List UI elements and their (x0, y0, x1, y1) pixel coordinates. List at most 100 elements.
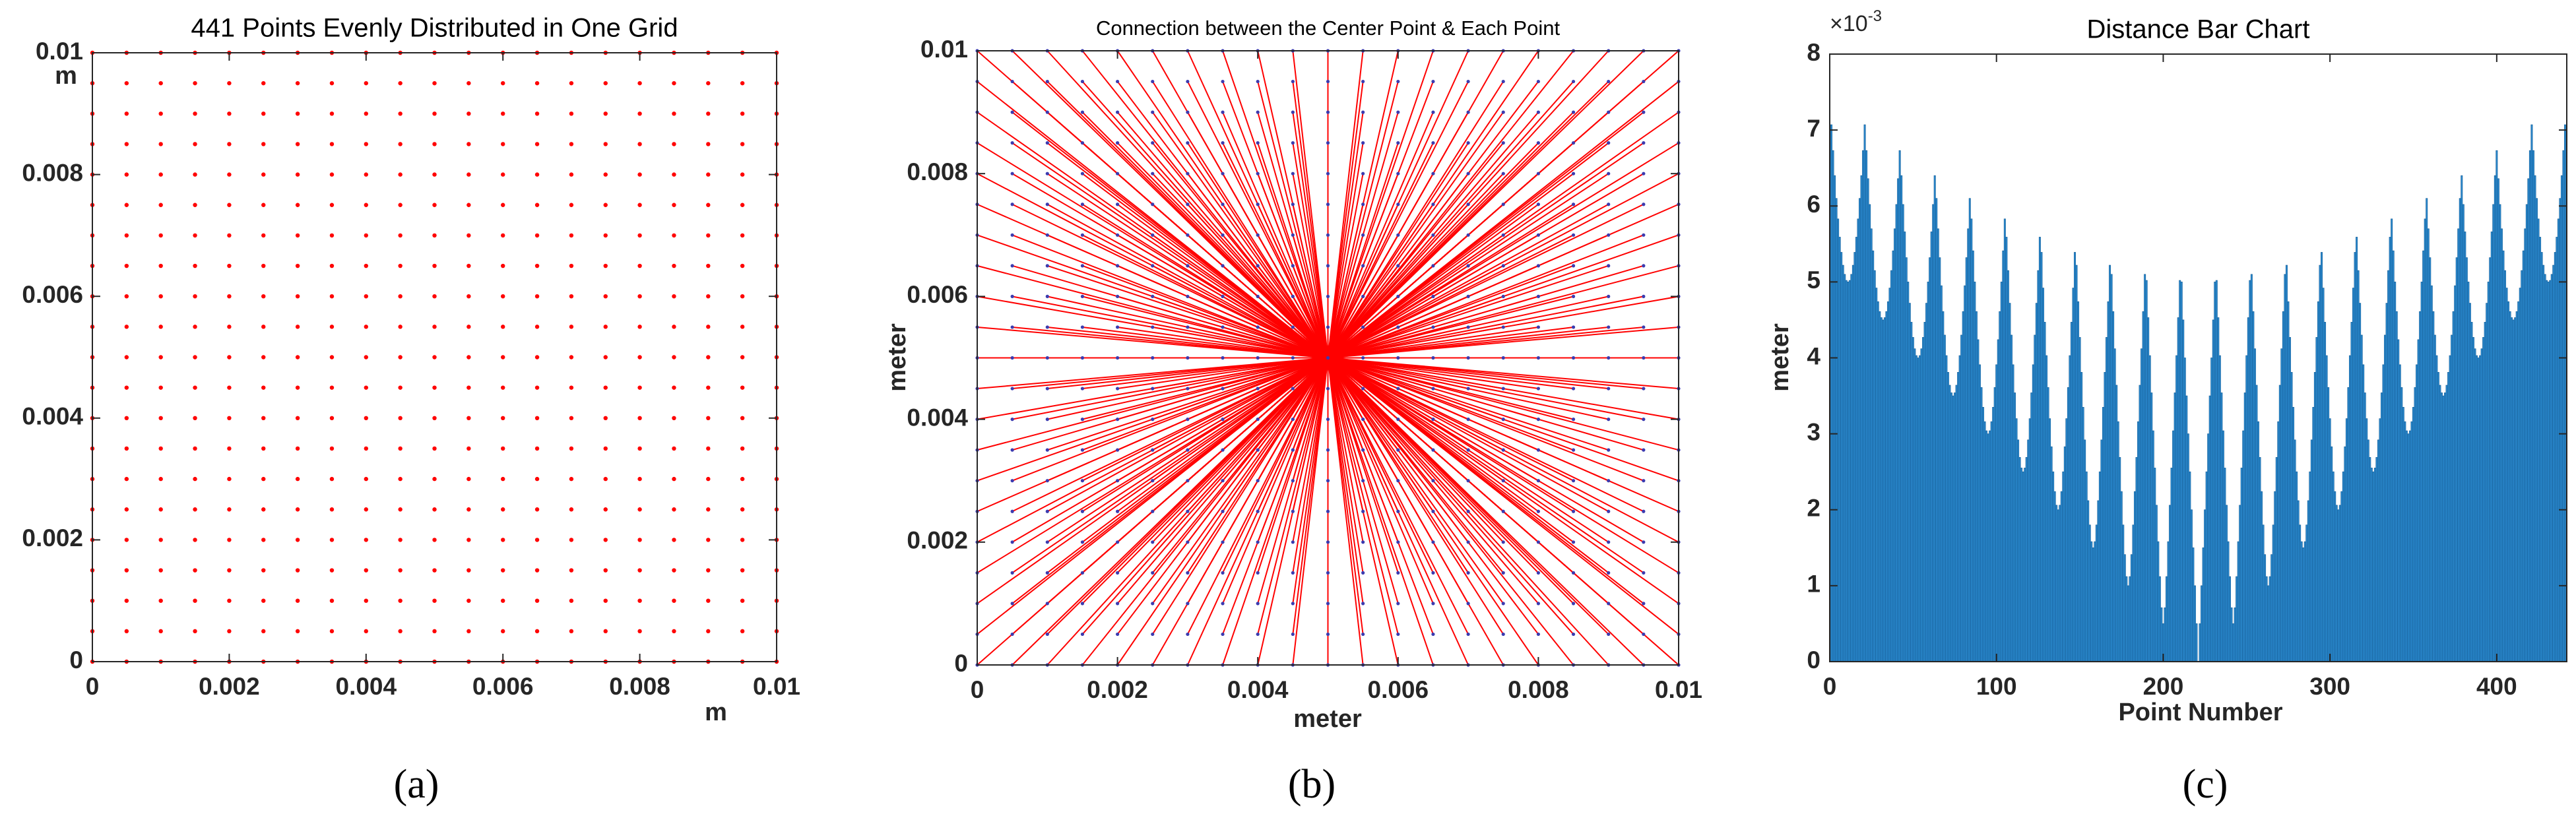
bar (2416, 364, 2418, 662)
grid-point (1607, 479, 1611, 483)
connection-line (1012, 296, 1328, 359)
bar (2399, 364, 2401, 662)
grid-point (706, 203, 711, 207)
bar (2332, 471, 2334, 662)
grid-point (364, 172, 368, 177)
x-tick-label: 0.008 (1508, 676, 1569, 703)
bar (2154, 468, 2156, 662)
bar (2247, 317, 2249, 662)
bar (2457, 228, 2460, 662)
grid-point (364, 446, 368, 451)
grid-point (672, 203, 676, 207)
bar (2297, 500, 2300, 662)
grid-point (467, 446, 471, 451)
grid-point (295, 416, 300, 420)
connection-line (1222, 358, 1329, 604)
grid-point (295, 385, 300, 390)
connection-line (1222, 234, 1329, 359)
bar (2315, 337, 2318, 662)
grid-point (1396, 448, 1400, 452)
grid-point (1045, 509, 1049, 513)
grid-point (1186, 233, 1190, 237)
connection-line (1046, 265, 1328, 359)
x-axis-label: m (705, 699, 727, 726)
grid-point (1642, 602, 1646, 606)
grid-point (1326, 264, 1330, 268)
connection-line (1327, 357, 1644, 543)
bar (2277, 421, 2280, 662)
bar (2563, 124, 2566, 662)
grid-point (467, 233, 471, 238)
grid-point (1116, 387, 1120, 391)
grid-point (1466, 294, 1470, 298)
bar (2490, 232, 2493, 662)
grid-point (569, 111, 574, 116)
connection-line (1222, 357, 1329, 512)
x-tick-label: 100 (1976, 673, 2017, 700)
bar (2492, 204, 2495, 662)
grid-point (432, 385, 437, 390)
grid-point (1501, 387, 1505, 391)
connection-line (1117, 326, 1328, 359)
bar (1862, 150, 1865, 662)
y-tick-label: 0 (954, 650, 968, 677)
grid-point (1045, 632, 1049, 637)
bar (1845, 280, 1848, 662)
bar (2038, 237, 2041, 662)
grid-point (193, 629, 197, 634)
grid-point (569, 172, 574, 177)
grid-point (1466, 264, 1470, 268)
grid-point (432, 111, 437, 116)
grid-point (740, 172, 745, 177)
grid-point (1607, 571, 1611, 575)
connection-line (1152, 357, 1329, 482)
bar (1970, 218, 1973, 662)
grid-point (261, 629, 266, 634)
grid-point (467, 385, 471, 390)
grid-point (1571, 509, 1576, 513)
bar (1844, 274, 1846, 662)
connection-line (1151, 81, 1329, 359)
grid-point (432, 325, 437, 329)
bar (2348, 355, 2351, 662)
grid-point (501, 142, 505, 146)
grid-point (227, 294, 232, 299)
grid-point (1396, 540, 1400, 544)
grid-point (1607, 141, 1611, 145)
grid-point (158, 325, 163, 329)
x-tick-label: 0.004 (1227, 676, 1289, 703)
grid-point (364, 385, 368, 390)
grid-point (398, 416, 402, 420)
bar (2537, 218, 2540, 662)
bar (2179, 280, 2181, 662)
bar (2024, 468, 2026, 662)
grid-point (329, 142, 335, 146)
connection-line (1257, 81, 1329, 358)
grid-point (1642, 540, 1646, 544)
connection-line (1187, 81, 1329, 358)
bar (2439, 385, 2441, 662)
grid-point (193, 507, 197, 512)
x-tick-label: 0 (1823, 673, 1837, 700)
bar (1978, 364, 1981, 662)
bar (2511, 317, 2513, 662)
grid-point (672, 598, 676, 603)
bar (2496, 150, 2498, 662)
grid-point (1361, 172, 1365, 175)
grid-point (1151, 141, 1155, 145)
grid-point (1291, 540, 1295, 544)
bar (2158, 576, 2161, 662)
grid-point (1291, 172, 1295, 175)
bar (2125, 576, 2128, 662)
grid-point (569, 263, 574, 268)
connection-line (1328, 326, 1539, 359)
grid-point (1431, 387, 1435, 391)
grid-point (603, 142, 608, 146)
bar (2172, 430, 2175, 662)
grid-point (398, 172, 402, 177)
grid-point (706, 385, 711, 390)
grid-point (637, 385, 642, 390)
bar (1933, 175, 1936, 662)
grid-point (1045, 418, 1049, 422)
connection-line (1292, 327, 1329, 359)
